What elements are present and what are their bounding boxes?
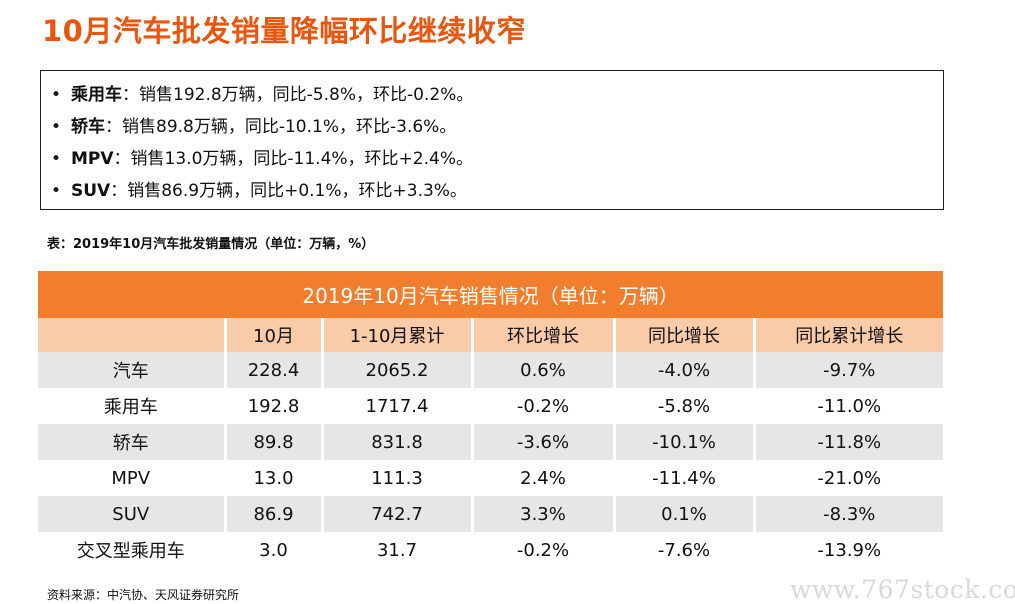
bullet-category: MPV [71, 149, 114, 169]
watermark: www.767stock.com [790, 575, 1015, 604]
sales-table: 2019年10月汽车销售情况（单位：万辆） 10月 1-10月累计 环比增长 同… [38, 271, 944, 568]
bullet-category: SUV [71, 181, 111, 201]
table-row: 轿车 89.8 831.8 -3.6% -10.1% -11.8% [38, 424, 944, 460]
bullet-category: 轿车 [71, 117, 105, 137]
table-cell: 0.1% [614, 496, 756, 532]
table-cell: 轿车 [38, 424, 227, 460]
table-cell: 2.4% [472, 460, 616, 496]
column-header: 同比增长 [614, 318, 756, 352]
bullet-text: ：销售192.8万辆，同比-5.8%，环比-0.2%。 [122, 85, 474, 105]
table-cell: -4.0% [614, 352, 756, 388]
bullet-text: ：销售89.8万辆，同比-10.1%，环比-3.6%。 [105, 117, 457, 137]
table-caption: 表：2019年10月汽车批发销量情况（单位：万辆，%） [47, 237, 375, 252]
table-cell: 111.3 [322, 460, 474, 496]
table-row: MPV 13.0 111.3 2.4% -11.4% -21.0% [38, 460, 943, 496]
summary-bullet: • 乘用车：销售192.8万辆，同比-5.8%，环比-0.2%。 [51, 79, 943, 111]
table-cell: -21.0% [817, 467, 882, 489]
table-cell: 192.8 [225, 388, 324, 424]
table-row: 乘用车 192.8 1717.4 -0.2% -5.8% -11.0% [38, 388, 943, 424]
page-title: 10月汽车批发销量降幅环比继续收窄 [42, 14, 526, 48]
source-note: 资料来源：中汽协、天风证券研究所 [47, 588, 240, 602]
table-cell: 0.6% [472, 352, 616, 388]
table-row: 交叉型乘用车 3.0 31.7 -0.2% -7.6% -13.9% [38, 532, 943, 568]
table-cell: 228.4 [225, 352, 324, 388]
table-cell: 86.9 [225, 496, 324, 532]
bullet-icon: • [51, 181, 62, 201]
column-header [38, 318, 227, 352]
table-cell: -13.9% [817, 539, 882, 561]
bullet-text: ：销售13.0万辆，同比-11.4%，环比+2.4%。 [113, 149, 473, 169]
table-cell: 3.0 [225, 532, 324, 568]
summary-bullet: • 轿车：销售89.8万辆，同比-10.1%，环比-3.6%。 [51, 111, 943, 143]
table-cell: 交叉型乘用车 [38, 532, 227, 568]
table-title-row: 2019年10月汽车销售情况（单位：万辆） [38, 271, 944, 318]
table-cell: SUV [38, 496, 227, 532]
table-cell: -0.2% [472, 388, 616, 424]
table-cell: 89.8 [225, 424, 324, 460]
table-header-row: 10月 1-10月累计 环比增长 同比增长 同比累计增长 [38, 318, 944, 352]
table-cell: 31.7 [322, 532, 474, 568]
summary-box: • 乘用车：销售192.8万辆，同比-5.8%，环比-0.2%。 • 轿车：销售89… [40, 70, 944, 210]
table-cell: -5.8% [614, 388, 756, 424]
table-row: 汽车 228.4 2065.2 0.6% -4.0% -9.7% [38, 352, 944, 388]
bullet-category: 乘用车 [71, 85, 122, 105]
table-cell: 13.0 [225, 460, 324, 496]
summary-bullet: • SUV：销售86.9万辆，同比+0.1%，环比+3.3%。 [51, 175, 943, 207]
table-cell: 2065.2 [322, 352, 474, 388]
table-cell: -11.4% [614, 460, 756, 496]
bullet-icon: • [51, 117, 62, 137]
column-header: 1-10月累计 [322, 318, 474, 352]
table-cell: -11.8% [754, 424, 944, 460]
bullet-text: ：销售86.9万辆，同比+0.1%，环比+3.3%。 [110, 181, 467, 201]
table-cell: MPV [38, 460, 227, 496]
table-cell: 乘用车 [38, 388, 227, 424]
bullet-icon: • [51, 149, 62, 169]
table-cell: 3.3% [472, 496, 616, 532]
column-header: 10月 [225, 318, 324, 352]
table-cell: -11.0% [817, 395, 882, 417]
table-cell: -7.6% [614, 532, 756, 568]
column-header: 同比累计增长 [754, 318, 944, 352]
table-cell: -10.1% [614, 424, 756, 460]
summary-bullet: • MPV：销售13.0万辆，同比-11.4%，环比+2.4%。 [51, 143, 943, 175]
table-cell: 831.8 [322, 424, 474, 460]
table-cell: -0.2% [472, 532, 616, 568]
table-cell: 742.7 [322, 496, 474, 532]
table-cell: -3.6% [472, 424, 616, 460]
table-cell: 汽车 [38, 352, 227, 388]
table-cell: -8.3% [754, 496, 944, 532]
table-row: SUV 86.9 742.7 3.3% 0.1% -8.3% [38, 496, 944, 532]
table-title: 2019年10月汽车销售情况（单位：万辆） [38, 271, 944, 318]
table-cell: -9.7% [754, 352, 944, 388]
column-header: 环比增长 [472, 318, 616, 352]
table-cell: 1717.4 [322, 388, 474, 424]
bullet-icon: • [51, 85, 62, 105]
